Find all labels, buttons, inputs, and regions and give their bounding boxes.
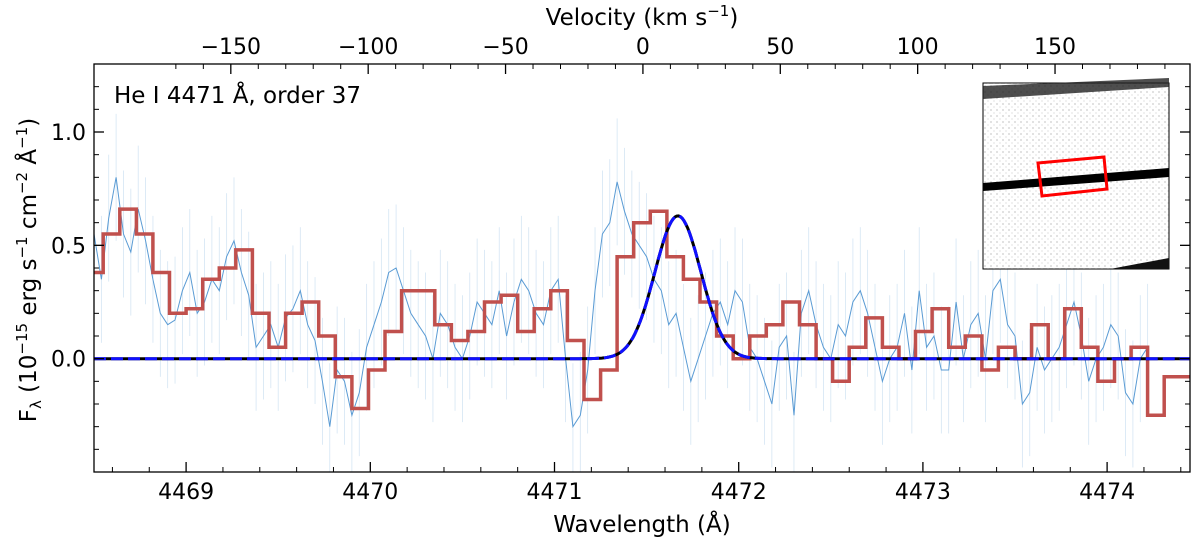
x-axis-title: Wavelength (Å) bbox=[553, 510, 730, 538]
inset-main-trace bbox=[983, 168, 1169, 191]
y-axis-ticks: 0.0 0.5 1.0 bbox=[51, 86, 1190, 450]
line-annotation: He I 4471 Å, order 37 bbox=[114, 81, 361, 109]
y-tick-label: 0.5 bbox=[51, 234, 86, 259]
x-axis-ticks: 4469 4470 4471 4472 4473 4474 bbox=[111, 462, 1182, 505]
x-tick-label: 4471 bbox=[527, 480, 583, 505]
inset-bottom-trace bbox=[1110, 258, 1169, 269]
velocity-tick-label: −150 bbox=[201, 35, 261, 60]
binned-spectrum-step bbox=[94, 207, 1190, 418]
y-tick-label: 1.0 bbox=[51, 121, 86, 146]
velocity-axis-ticks: −150 −100 −50 0 50 100 150 bbox=[175, 35, 1166, 74]
gaussian-fit-blue-dashed bbox=[94, 214, 1190, 361]
x-tick-label: 4472 bbox=[711, 480, 767, 505]
velocity-tick-label: 50 bbox=[766, 35, 794, 60]
velocity-tick-label: −100 bbox=[338, 35, 398, 60]
velocity-tick-label: 150 bbox=[1034, 35, 1076, 60]
y-axis-title: Fλ (10−15 erg s−1 cm−2 Å−1) bbox=[13, 118, 45, 423]
x-tick-label: 4469 bbox=[158, 480, 214, 505]
y-tick-label: 0.0 bbox=[51, 348, 86, 373]
velocity-tick-label: 0 bbox=[636, 35, 650, 60]
inset-2d-spectrum bbox=[982, 78, 1170, 270]
velocity-tick-label: 100 bbox=[897, 35, 939, 60]
inset-top-trace bbox=[983, 78, 1169, 99]
velocity-tick-label: −50 bbox=[482, 35, 528, 60]
x-tick-label: 4470 bbox=[342, 480, 398, 505]
inset-highlight-box bbox=[1036, 155, 1109, 198]
top-axis-title: Velocity (km s−1) bbox=[546, 2, 739, 31]
x-tick-label: 4473 bbox=[895, 480, 951, 505]
x-tick-label: 4474 bbox=[1079, 480, 1135, 505]
